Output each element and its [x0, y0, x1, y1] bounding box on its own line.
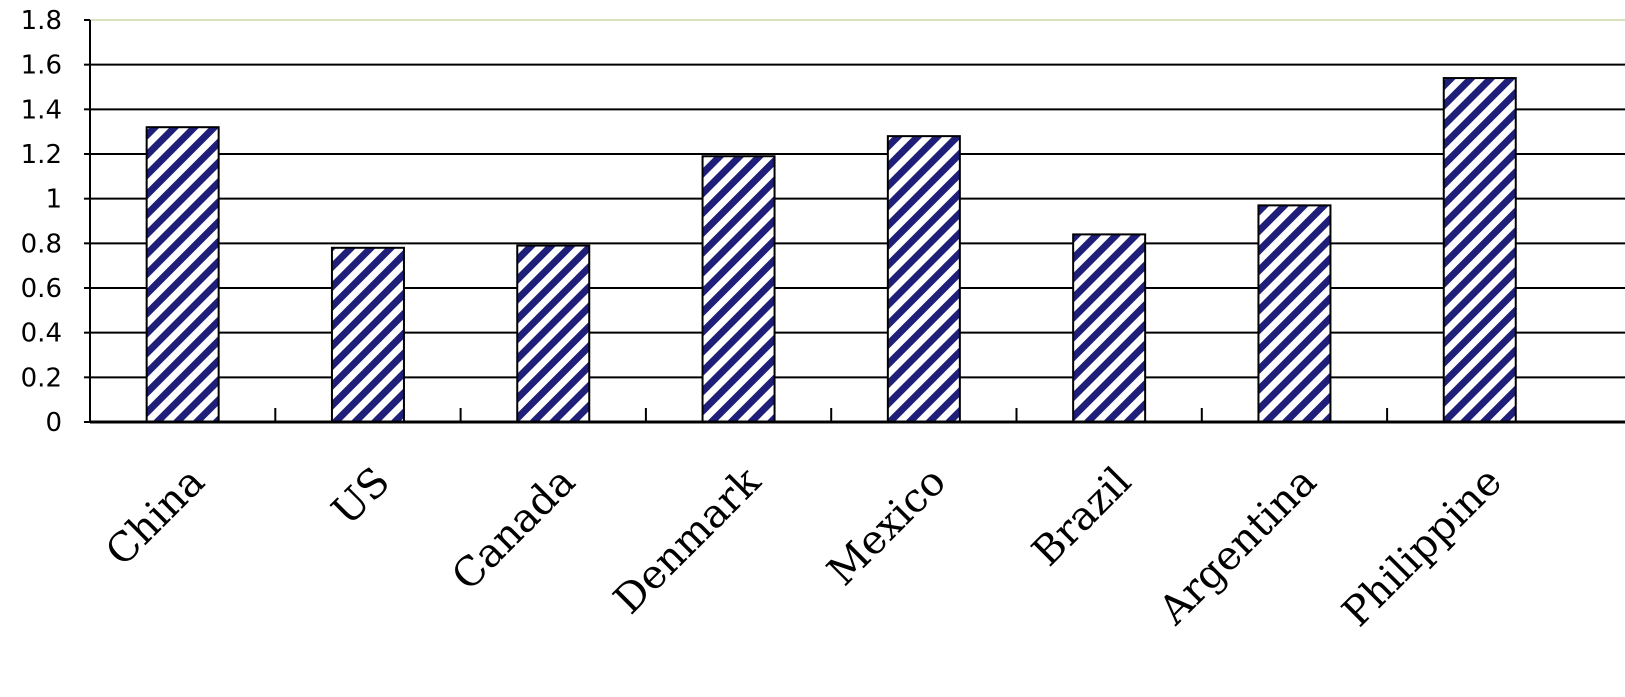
y-axis-tick-labels: 0 0.2 0.4 0.6 0.8 1 1.2 1.4 1.6 1.8: [21, 6, 62, 438]
x-tick-label-denmark: Denmark: [605, 458, 770, 623]
bar-argentina: [1257, 204, 1332, 423]
bar-brazil: [1072, 233, 1147, 423]
y-tick-label: 1.8: [21, 6, 62, 36]
y-tick-label: 1.6: [21, 51, 62, 81]
x-tick-label-argentina: Argentina: [1150, 459, 1326, 635]
x-axis-tick-labels: China US Canada Denmark Mexico Brazil Argentin…: [97, 458, 1511, 636]
y-tick-label: 1: [45, 185, 62, 215]
y-tick-label: 1.4: [21, 95, 62, 125]
x-tick-label-philippine: Philippine: [1334, 459, 1511, 636]
bar-china: [145, 126, 220, 423]
gridlines: [90, 19, 1625, 379]
bar-canada: [516, 244, 591, 423]
bars: [145, 77, 1517, 423]
y-tick-label: 0: [45, 408, 62, 438]
bar-denmark: [701, 155, 776, 423]
bar-us: [330, 246, 405, 423]
x-tick-label-brazil: Brazil: [1024, 459, 1141, 576]
y-tick-label: 0.2: [21, 363, 62, 393]
x-tick-label-us: US: [323, 459, 399, 535]
y-tick-label: 0.4: [21, 319, 62, 349]
x-tick-label-china: China: [97, 459, 214, 576]
axes: [84, 19, 1625, 424]
y-tick-label: 0.6: [21, 274, 62, 304]
x-tick-label-mexico: Mexico: [819, 459, 955, 595]
bar-mexico: [886, 135, 961, 423]
x-tick-label-canada: Canada: [443, 459, 584, 600]
y-tick-label: 1.2: [21, 140, 62, 170]
bar-philippine: [1442, 77, 1517, 423]
y-tick-label: 0.8: [21, 229, 62, 259]
